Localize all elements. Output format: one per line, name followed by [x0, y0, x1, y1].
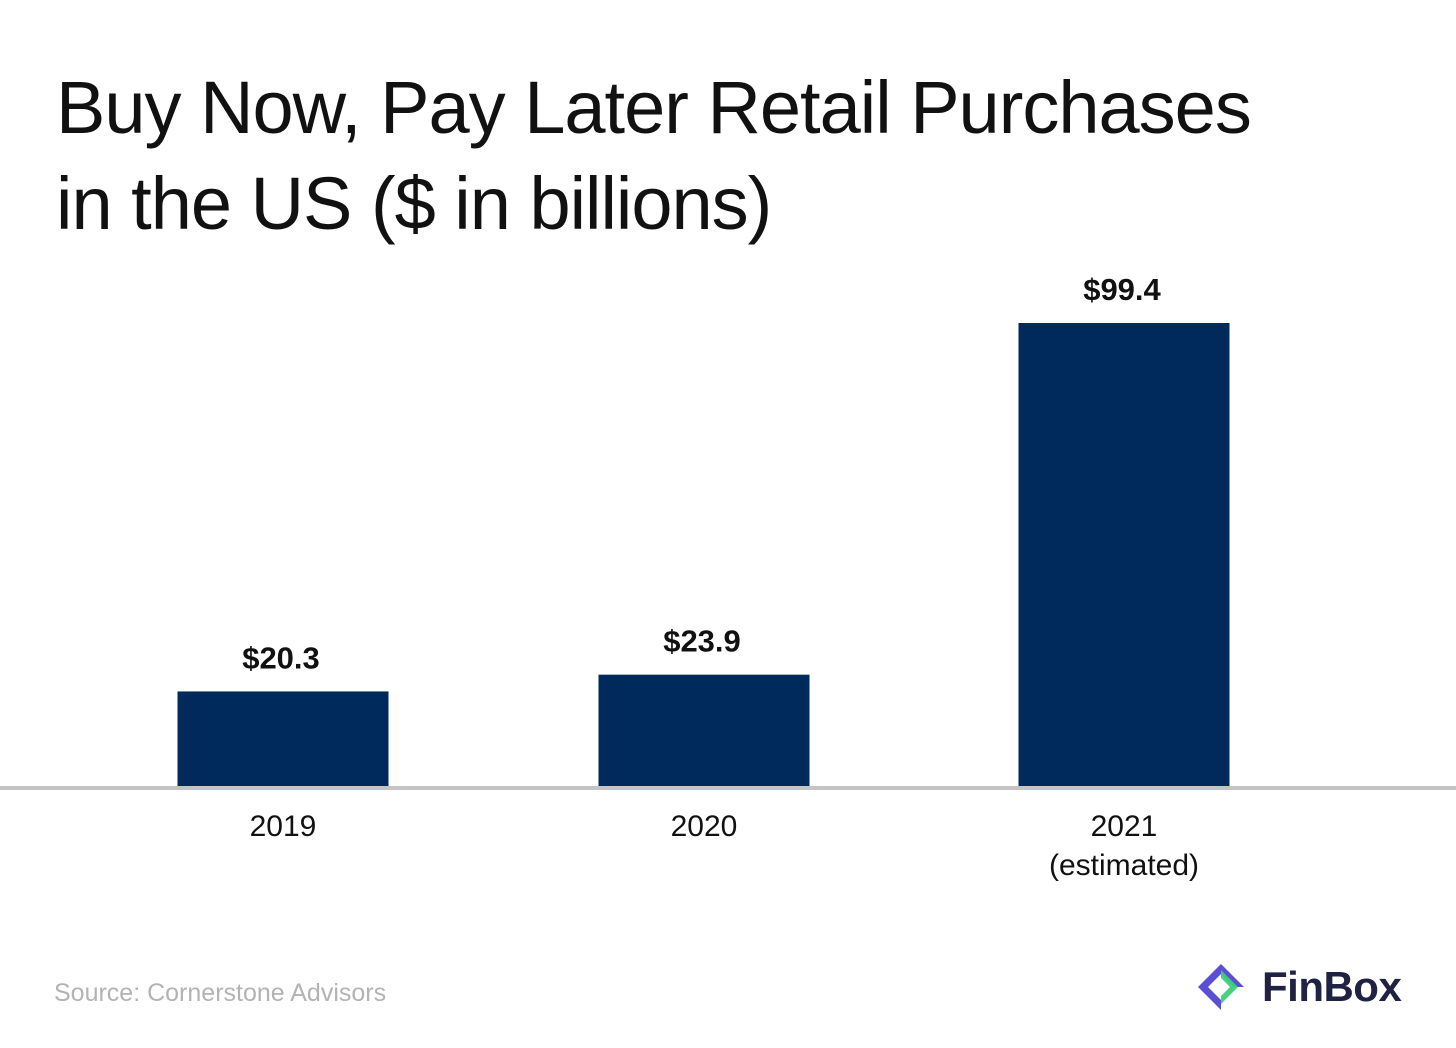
source-note: Source: Cornerstone Advisors — [54, 979, 387, 1007]
bar-2019 — [177, 691, 389, 786]
x-tick-label-2019: 2019 — [250, 810, 317, 843]
chart-title: Buy Now, Pay Later Retail Purchases in t… — [56, 60, 1416, 252]
data-label-2020: $23.9 — [663, 624, 741, 659]
x-tick-label-2021-note: (estimated) — [1049, 849, 1199, 882]
finbox-logo-icon — [1198, 964, 1244, 1010]
x-tick-label-2020: 2020 — [671, 810, 738, 843]
data-label-2021: $99.4 — [1083, 272, 1161, 307]
bar-2021 — [1018, 323, 1230, 786]
brand-name: FinBox — [1262, 963, 1402, 1010]
brand-logo: FinBox — [1196, 962, 1402, 1012]
chart-title-line-2: in the US ($ in billions) — [56, 162, 772, 245]
chart-title-line-1: Buy Now, Pay Later Retail Purchases — [56, 66, 1252, 149]
data-label-2019: $20.3 — [242, 640, 320, 675]
bar-2020 — [598, 674, 810, 786]
x-tick-label-2021: 2021 — [1091, 810, 1158, 843]
